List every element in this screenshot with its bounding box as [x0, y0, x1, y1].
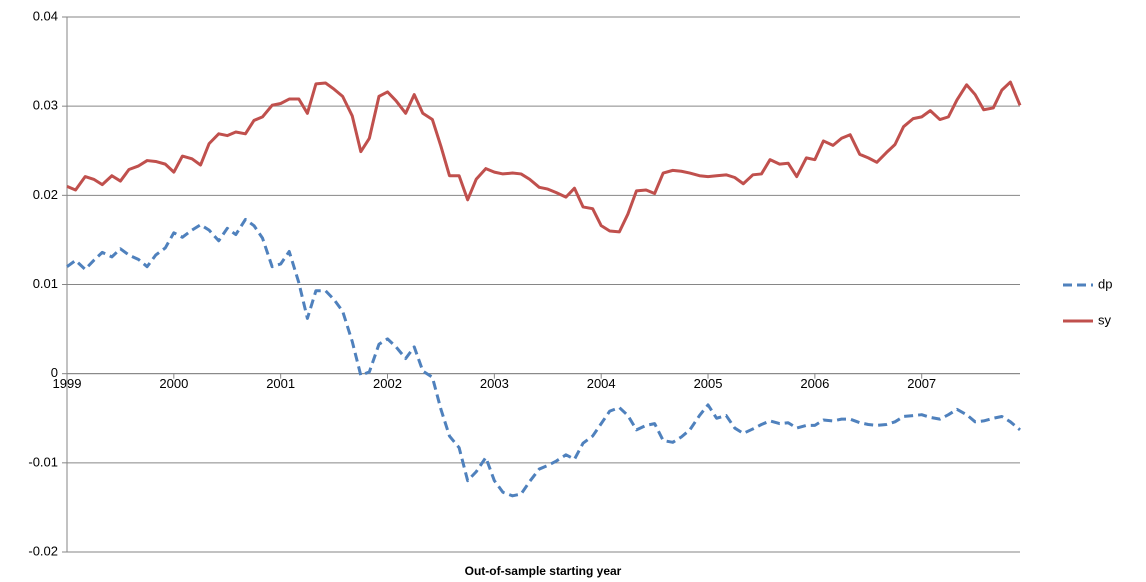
- y-tick-label: 0.04: [33, 8, 58, 23]
- x-tick-label: 2001: [266, 376, 295, 391]
- y-tick-label: 0.01: [33, 276, 58, 291]
- x-tick-label: 2006: [800, 376, 829, 391]
- x-tick-label: 2007: [907, 376, 936, 391]
- x-tick-label: 2004: [587, 376, 616, 391]
- x-tick-label: 1999: [53, 376, 82, 391]
- y-tick-label: -0.01: [28, 454, 58, 469]
- x-tick-label: 2000: [159, 376, 188, 391]
- legend-label: sy: [1098, 312, 1112, 327]
- x-tick-label: 2005: [694, 376, 723, 391]
- x-tick-label: 2002: [373, 376, 402, 391]
- y-tick-label: 0.02: [33, 187, 58, 202]
- x-axis-title: Out-of-sample starting year: [465, 564, 622, 578]
- line-series: [66, 217, 1021, 498]
- x-tick-label: 2003: [480, 376, 509, 391]
- y-tick-label: 0.03: [33, 98, 58, 113]
- legend-label: dp: [1098, 276, 1112, 291]
- y-tick-label: 0: [51, 365, 58, 380]
- y-tick-label: -0.02: [28, 543, 58, 558]
- line-series: [66, 80, 1022, 234]
